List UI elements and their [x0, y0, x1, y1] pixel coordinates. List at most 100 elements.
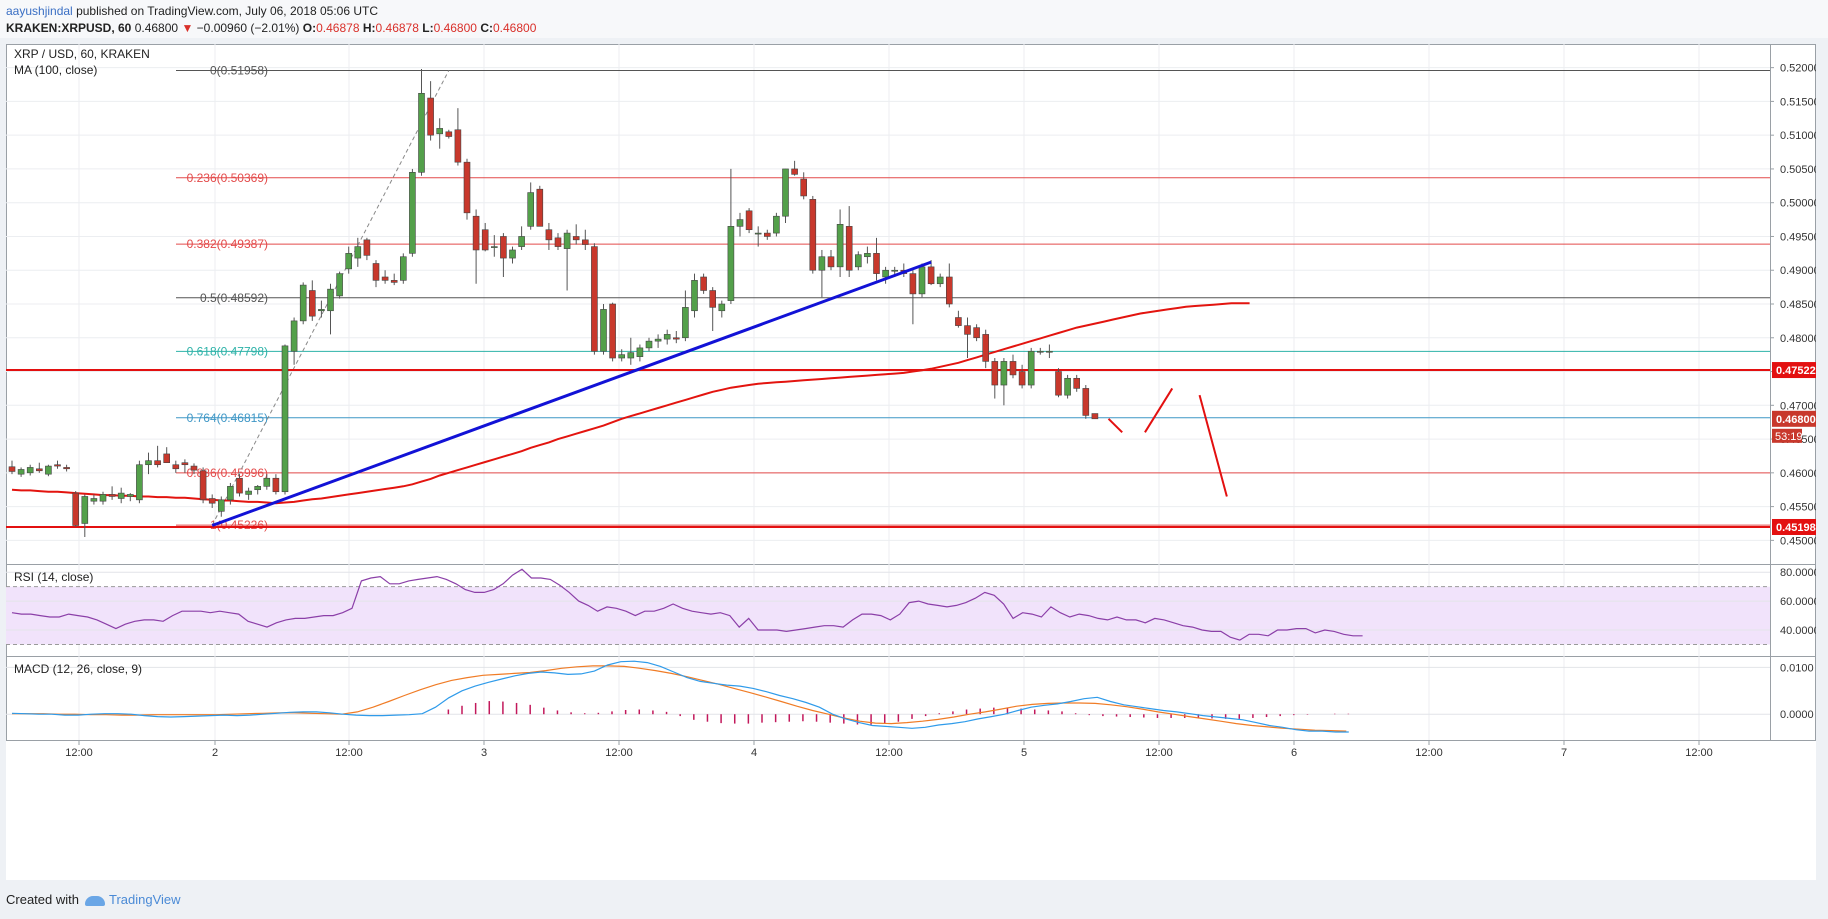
- y-tick-label: 0.49500: [1780, 231, 1816, 243]
- candle-body: [263, 477, 271, 487]
- candle-body: [945, 276, 953, 305]
- candle-body: [854, 254, 862, 268]
- candle-body: [454, 129, 462, 163]
- x-tick-label: 3: [481, 747, 487, 759]
- candle-body: [1009, 361, 1017, 376]
- chart-title: XRP / USD, 60, KRAKEN: [14, 47, 150, 61]
- chart-border: [6, 44, 1816, 741]
- projection-line: [1107, 418, 1123, 434]
- candle-body: [700, 276, 707, 291]
- candle-body: [418, 92, 425, 173]
- candle-body: [472, 215, 480, 251]
- candle-body: [481, 229, 489, 251]
- candle-body: [763, 232, 771, 237]
- candle-body: [745, 210, 753, 231]
- candle-body: [299, 284, 307, 322]
- candle-body: [245, 490, 252, 495]
- candle-body: [663, 334, 671, 340]
- candle-body: [927, 266, 935, 285]
- created-with-text: Created with: [6, 892, 79, 907]
- publish-line: aayushjindal published on TradingView.co…: [6, 4, 378, 18]
- candle-body: [727, 226, 735, 301]
- rsi-tick-label: 80.0000: [1780, 567, 1816, 579]
- x-tick-label: 12:00: [875, 747, 903, 759]
- y-tick-label: 0.49000: [1780, 265, 1816, 277]
- candle-body: [636, 347, 644, 357]
- support-lower-price-tag-bg: [1772, 518, 1816, 535]
- candle-body: [1091, 413, 1099, 420]
- y-tick-label: 0.47000: [1780, 400, 1816, 412]
- candle-body: [172, 464, 180, 470]
- candle-body: [518, 236, 525, 247]
- candle-body: [1037, 350, 1044, 353]
- fib-level-label: 0.618(0.47798): [187, 344, 268, 358]
- candle-body: [618, 354, 626, 359]
- candle-body: [490, 246, 498, 248]
- candle-body: [272, 477, 280, 493]
- candle-body: [973, 327, 980, 339]
- candle-body: [1027, 350, 1035, 386]
- high-label: H:: [362, 21, 376, 35]
- candle-body: [554, 237, 562, 247]
- y-tick-label: 0.50000: [1780, 198, 1816, 210]
- last-price-tag: 0.46800: [1776, 414, 1816, 426]
- candle-body: [791, 168, 798, 175]
- candle-body: [390, 280, 398, 283]
- candle-body: [409, 172, 416, 254]
- candle-body: [445, 131, 453, 137]
- candle-body: [463, 161, 471, 214]
- tradingview-brand-link[interactable]: TradingView: [108, 892, 181, 907]
- x-tick-label: 12:00: [1145, 747, 1173, 759]
- candle-body: [254, 486, 261, 491]
- fib-level-label: 0.236(0.50369): [187, 171, 268, 185]
- candle-body: [873, 253, 880, 274]
- candle-body: [336, 273, 343, 297]
- candle-body: [500, 236, 507, 259]
- candle-body: [782, 168, 789, 217]
- candle-body: [591, 246, 598, 352]
- macd-signal-line: [12, 665, 1347, 732]
- x-tick-label: 12:00: [335, 747, 363, 759]
- candle-body: [145, 460, 152, 466]
- support-lower-price-tag: 0.45198: [1776, 522, 1816, 534]
- candle-body: [381, 276, 389, 281]
- x-tick-label: 7: [1561, 747, 1567, 759]
- candle-body: [218, 499, 225, 512]
- footer: Created with TradingView: [6, 892, 181, 907]
- candle-body: [509, 249, 516, 259]
- candle-body: [99, 494, 107, 502]
- candle-body: [654, 338, 662, 342]
- x-tick-label: 4: [751, 747, 757, 759]
- projection-line: [1144, 387, 1174, 433]
- candle-body: [281, 345, 289, 493]
- candle-body: [845, 226, 853, 271]
- candle-body: [72, 492, 79, 526]
- candle-body: [345, 253, 353, 270]
- candle-body: [691, 280, 698, 312]
- candle-body: [718, 303, 726, 312]
- chart-area[interactable]: 12:00 2 12:00 3 12:00 4 12:00 5 12:00 6 12:00 7 12:0…: [6, 44, 1820, 880]
- projection-line: [1198, 394, 1228, 497]
- fib-level-label: 0.382(0.49387): [187, 237, 268, 251]
- fib-level-label: 0.764(0.46815): [187, 411, 268, 425]
- candle-body: [318, 309, 325, 312]
- countdown-bg: [1772, 428, 1802, 443]
- chart-svg[interactable]: 12:00 2 12:00 3 12:00 4 12:00 5 12:00 6 12:00 7 12:0…: [6, 44, 1820, 880]
- candle-body: [45, 465, 52, 475]
- rsi-tick-label: 40.0000: [1780, 625, 1816, 637]
- author-link[interactable]: aayushjindal: [6, 4, 73, 18]
- candle-body: [17, 469, 25, 475]
- close-label: C:: [480, 21, 493, 35]
- candle-body: [90, 498, 98, 502]
- macd-title: MACD (12, 26, close, 9): [14, 662, 142, 676]
- y-tick-label: 0.48500: [1780, 299, 1816, 311]
- candle-body: [327, 288, 334, 312]
- candle-body: [600, 309, 607, 352]
- candle-body: [709, 290, 717, 308]
- candle-body: [955, 317, 962, 326]
- candle-body: [536, 188, 544, 227]
- candle-body: [818, 256, 826, 271]
- symbol-line: KRAKEN:XRPUSD, 60 0.46800 ▼ −0.00960 (−2…: [6, 21, 536, 35]
- x-tick-label: 12:00: [605, 747, 633, 759]
- candle-body: [199, 470, 207, 501]
